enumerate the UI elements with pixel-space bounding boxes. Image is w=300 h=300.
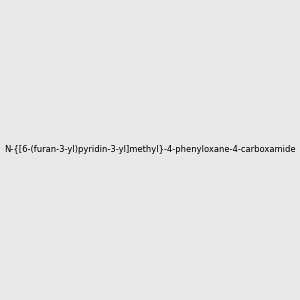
Text: N-{[6-(furan-3-yl)pyridin-3-yl]methyl}-4-phenyloxane-4-carboxamide: N-{[6-(furan-3-yl)pyridin-3-yl]methyl}-4… [4, 146, 296, 154]
